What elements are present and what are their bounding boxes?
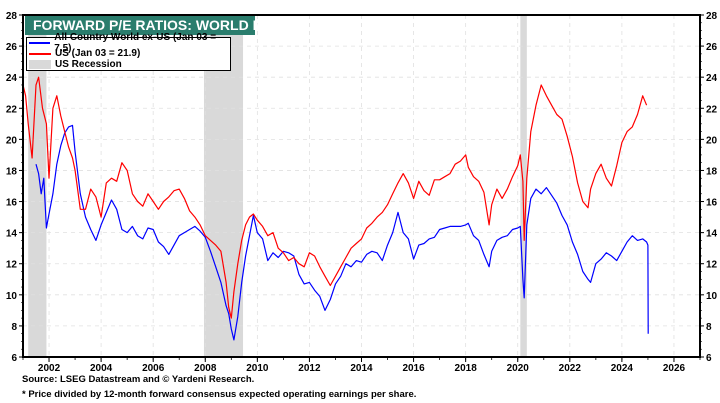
y-tick-label-right: 22 xyxy=(706,104,718,115)
legend-swatch-blue xyxy=(29,42,51,45)
x-tick-label: 2002 xyxy=(38,363,61,374)
x-tick-label: 2026 xyxy=(663,363,686,374)
x-tick-label: 2018 xyxy=(455,363,478,374)
y-tick-label-right: 10 xyxy=(706,291,718,302)
series-lines xyxy=(22,76,649,341)
y-tick-label-right: 6 xyxy=(706,353,712,364)
y-tick-label-right: 24 xyxy=(706,73,718,84)
legend-swatch-gray xyxy=(29,59,51,69)
x-tick-label: 2008 xyxy=(194,363,217,374)
x-tick-label: 2022 xyxy=(559,363,582,374)
y-tick-label-left: 6 xyxy=(11,353,17,364)
series-us-line xyxy=(22,76,648,319)
y-tick-label-left: 8 xyxy=(11,322,17,333)
y-tick-label-left: 10 xyxy=(6,291,18,302)
y-tick-label-right: 18 xyxy=(706,166,718,177)
legend-item-us: US (Jan 03 = 21.9) xyxy=(27,48,230,60)
x-tick-label: 2006 xyxy=(142,363,165,374)
x-tick-label: 2012 xyxy=(298,363,321,374)
y-tick-label-right: 12 xyxy=(706,260,718,271)
y-tick-label-left: 18 xyxy=(6,166,18,177)
y-tick-label-right: 20 xyxy=(706,135,718,146)
series-acwx-line xyxy=(35,124,649,341)
legend-swatch-red xyxy=(29,52,51,55)
legend-label: US (Jan 03 = 21.9) xyxy=(55,48,141,60)
legend-label: US Recession xyxy=(55,58,122,70)
y-tick-label-left: 16 xyxy=(6,198,18,209)
y-tick-label-left: 22 xyxy=(6,104,18,115)
chart-title: FORWARD P/E RATIOS: WORLD MSCI xyxy=(25,16,288,35)
x-tick-label: 2014 xyxy=(350,363,373,374)
y-tick-label-right: 14 xyxy=(706,229,718,240)
y-tick-label-left: 24 xyxy=(6,73,18,84)
legend-label: All Country World ex-US (Jan 03 = 7.5) xyxy=(54,32,217,55)
legend-item-acwx: All Country World ex-US (Jan 03 = 7.5) xyxy=(27,32,230,54)
y-tick-label-left: 28 xyxy=(6,11,18,22)
x-tick-label: 2020 xyxy=(507,363,530,374)
x-tick-label: 2010 xyxy=(246,363,269,374)
recession-band xyxy=(203,15,244,357)
y-tick-label-left: 12 xyxy=(6,260,18,271)
legend-item-recession: US Recession xyxy=(27,59,230,70)
source-note: Source: LSEG Datastream and © Yardeni Re… xyxy=(22,374,255,385)
x-tick-label: 2016 xyxy=(402,363,425,374)
y-tick-label-left: 20 xyxy=(6,135,18,146)
y-tick-label-right: 8 xyxy=(706,322,712,333)
y-tick-label-right: 16 xyxy=(706,198,718,209)
y-tick-label-right: 26 xyxy=(706,42,718,53)
y-tick-label-left: 14 xyxy=(6,229,18,240)
x-tick-label: 2024 xyxy=(611,363,634,374)
y-tick-label-right: 28 xyxy=(706,11,718,22)
x-tick-label: 2004 xyxy=(90,363,113,374)
legend: All Country World ex-US (Jan 03 = 7.5) U… xyxy=(26,32,231,71)
footnote: * Price divided by 12-month forward cons… xyxy=(22,389,417,400)
y-tick-label-left: 26 xyxy=(6,42,18,53)
